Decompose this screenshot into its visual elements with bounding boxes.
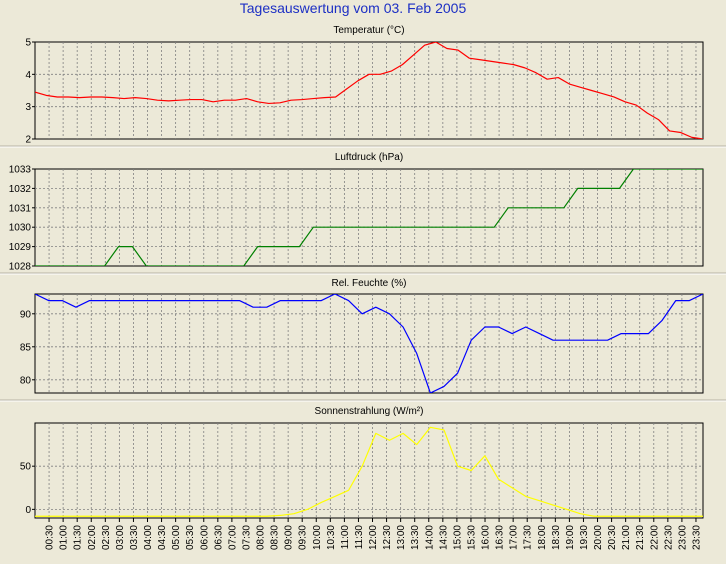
y-tick-label: 5: [25, 38, 31, 49]
chart-panel-4: Sonnenstrahlung (W/m²) 0 50: [20, 406, 704, 519]
x-tick-label: 01:00: [59, 525, 70, 550]
x-tick-label: 18:00: [537, 525, 548, 550]
x-tick-label: 07:30: [241, 525, 252, 550]
y-tick-label: 3: [25, 102, 31, 113]
plot-area: [34, 293, 704, 394]
series-line-2: [35, 169, 703, 266]
panel-title: Rel. Feuchte (%): [331, 278, 406, 289]
x-tick-label: 23:00: [677, 525, 688, 550]
y-tick-label: 1028: [9, 262, 32, 273]
series-line-3: [35, 294, 703, 393]
x-tick-label: 00:30: [45, 525, 56, 550]
x-tick-label: 02:00: [87, 525, 98, 550]
x-tick-label: 07:00: [227, 525, 238, 550]
x-tick-label: 20:30: [607, 525, 618, 550]
x-tick-label: 11:00: [340, 525, 351, 550]
y-tick-label: 90: [20, 309, 32, 320]
x-tick-label: 14:30: [438, 525, 449, 550]
x-tick-label: 21:00: [621, 525, 632, 550]
x-tick-label: 02:30: [101, 525, 112, 550]
x-tick-label: 06:00: [199, 525, 210, 550]
x-tick-label: 20:00: [593, 525, 604, 550]
x-tick-label: 05:30: [185, 525, 196, 550]
x-tick-label: 18:30: [551, 525, 562, 550]
x-tick-label: 12:30: [382, 525, 393, 550]
x-tick-label: 10:00: [312, 525, 323, 550]
panel-title: Sonnenstrahlung (W/m²): [315, 406, 424, 417]
series-line-1: [35, 42, 703, 139]
x-tick-label: 09:30: [298, 525, 309, 550]
x-tick-label: 17:30: [523, 525, 534, 550]
x-tick-label: 11:30: [354, 525, 365, 550]
x-tick-label: 13:30: [410, 525, 421, 550]
plot-area: [34, 41, 704, 140]
x-tick-label: 23:30: [691, 525, 702, 550]
x-tick-label: 22:00: [649, 525, 660, 550]
x-tick-label: 16:30: [495, 525, 506, 550]
x-tick-label: 10:30: [326, 525, 337, 550]
panel-title: Luftdruck (hPa): [335, 152, 403, 163]
x-tick-label: 04:00: [143, 525, 154, 550]
y-tick-label: 1032: [9, 184, 32, 195]
plot-area: [34, 168, 704, 267]
x-tick-label: 04:30: [157, 525, 168, 550]
series-line-4: [35, 426, 703, 517]
x-tick-label: 12:00: [368, 525, 379, 550]
plot-area: [34, 422, 704, 519]
x-tick-label: 08:00: [256, 525, 267, 550]
x-tick-label: 14:00: [424, 525, 435, 550]
y-tick-label: 85: [20, 342, 32, 353]
chart-panel-1: Temperatur (°C) 2 3 4 5: [0, 25, 726, 148]
x-tick-label: 22:30: [663, 525, 674, 550]
x-tick-label: 13:00: [396, 525, 407, 550]
y-tick-label: 1029: [9, 242, 32, 253]
x-tick-label: 03:30: [129, 525, 140, 550]
panel-title: Temperatur (°C): [333, 25, 404, 36]
y-tick-label: 2: [25, 135, 31, 146]
y-tick-label: 1030: [9, 223, 32, 234]
y-tick-label: 4: [25, 70, 31, 81]
y-tick-label: 0: [25, 505, 31, 516]
y-tick-label: 80: [20, 375, 32, 386]
y-tick-label: 1031: [9, 203, 32, 214]
x-axis-time-labels: 00:30 01:00 01:30 02:00 02:30 03:00 03:30 04:00…: [45, 518, 702, 550]
x-tick-label: 01:30: [73, 525, 84, 550]
x-tick-label: 05:00: [171, 525, 182, 550]
x-tick-label: 21:30: [635, 525, 646, 550]
x-tick-label: 06:30: [213, 525, 224, 550]
x-tick-label: 08:30: [270, 525, 281, 550]
chart-panels: Temperatur (°C) 2 3 4 5 Luftdruck (hPa) 1028 10…: [0, 25, 726, 519]
x-tick-label: 19:00: [565, 525, 576, 550]
x-tick-label: 16:00: [481, 525, 492, 550]
page-title: Tagesauswertung vom 03. Feb 2005: [240, 0, 467, 16]
x-tick-label: 17:00: [509, 525, 520, 550]
y-tick-label: 50: [20, 462, 32, 473]
chart-panel-2: Luftdruck (hPa) 1028 1029 1030 1031 1032 1033: [0, 152, 726, 275]
chart-panel-3: Rel. Feuchte (%) 80 85 90: [0, 278, 726, 402]
x-tick-label: 15:00: [452, 525, 463, 550]
x-tick-label: 03:00: [115, 525, 126, 550]
y-tick-label: 1033: [9, 165, 32, 176]
x-tick-label: 19:30: [579, 525, 590, 550]
x-tick-label: 09:00: [284, 525, 295, 550]
x-tick-label: 15:30: [466, 525, 477, 550]
